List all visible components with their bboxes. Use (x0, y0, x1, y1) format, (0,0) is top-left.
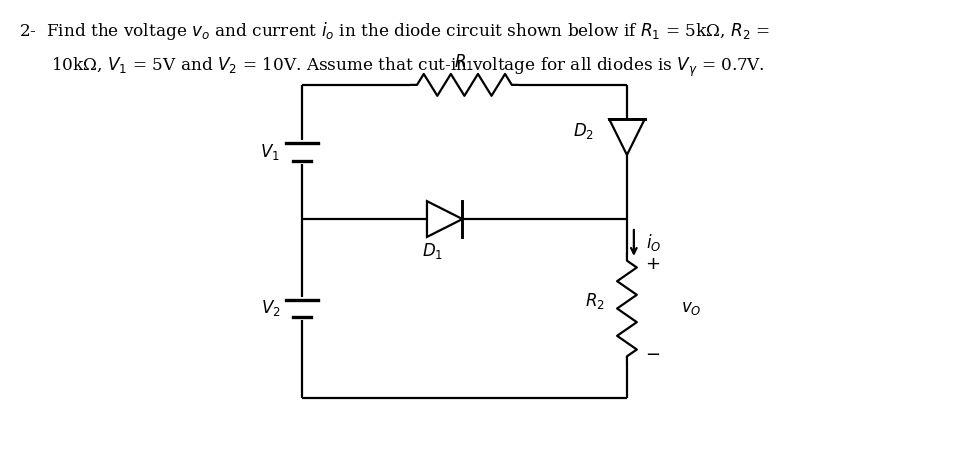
Text: $R_2$: $R_2$ (585, 291, 606, 311)
Text: $V_1$: $V_1$ (260, 142, 280, 162)
Text: $i_O$: $i_O$ (645, 232, 661, 253)
Text: +: + (644, 255, 660, 273)
Text: $D_2$: $D_2$ (573, 121, 595, 141)
Text: $D_1$: $D_1$ (422, 241, 443, 261)
Polygon shape (609, 119, 644, 155)
Text: 2-  Find the voltage $v_o$ and current $i_o$ in the diode circuit shown below if: 2- Find the voltage $v_o$ and current $i… (19, 20, 770, 42)
Text: $V_2$: $V_2$ (260, 298, 280, 319)
Text: 10kΩ, $V_1$ = 5V and $V_2$ = 10V. Assume that cut-in voltage for all diodes is $: 10kΩ, $V_1$ = 5V and $V_2$ = 10V. Assume… (51, 56, 764, 79)
Text: $-$: $-$ (644, 344, 660, 362)
Text: $R_1$: $R_1$ (455, 52, 474, 72)
Text: $v_O$: $v_O$ (681, 300, 702, 317)
Polygon shape (427, 201, 463, 237)
